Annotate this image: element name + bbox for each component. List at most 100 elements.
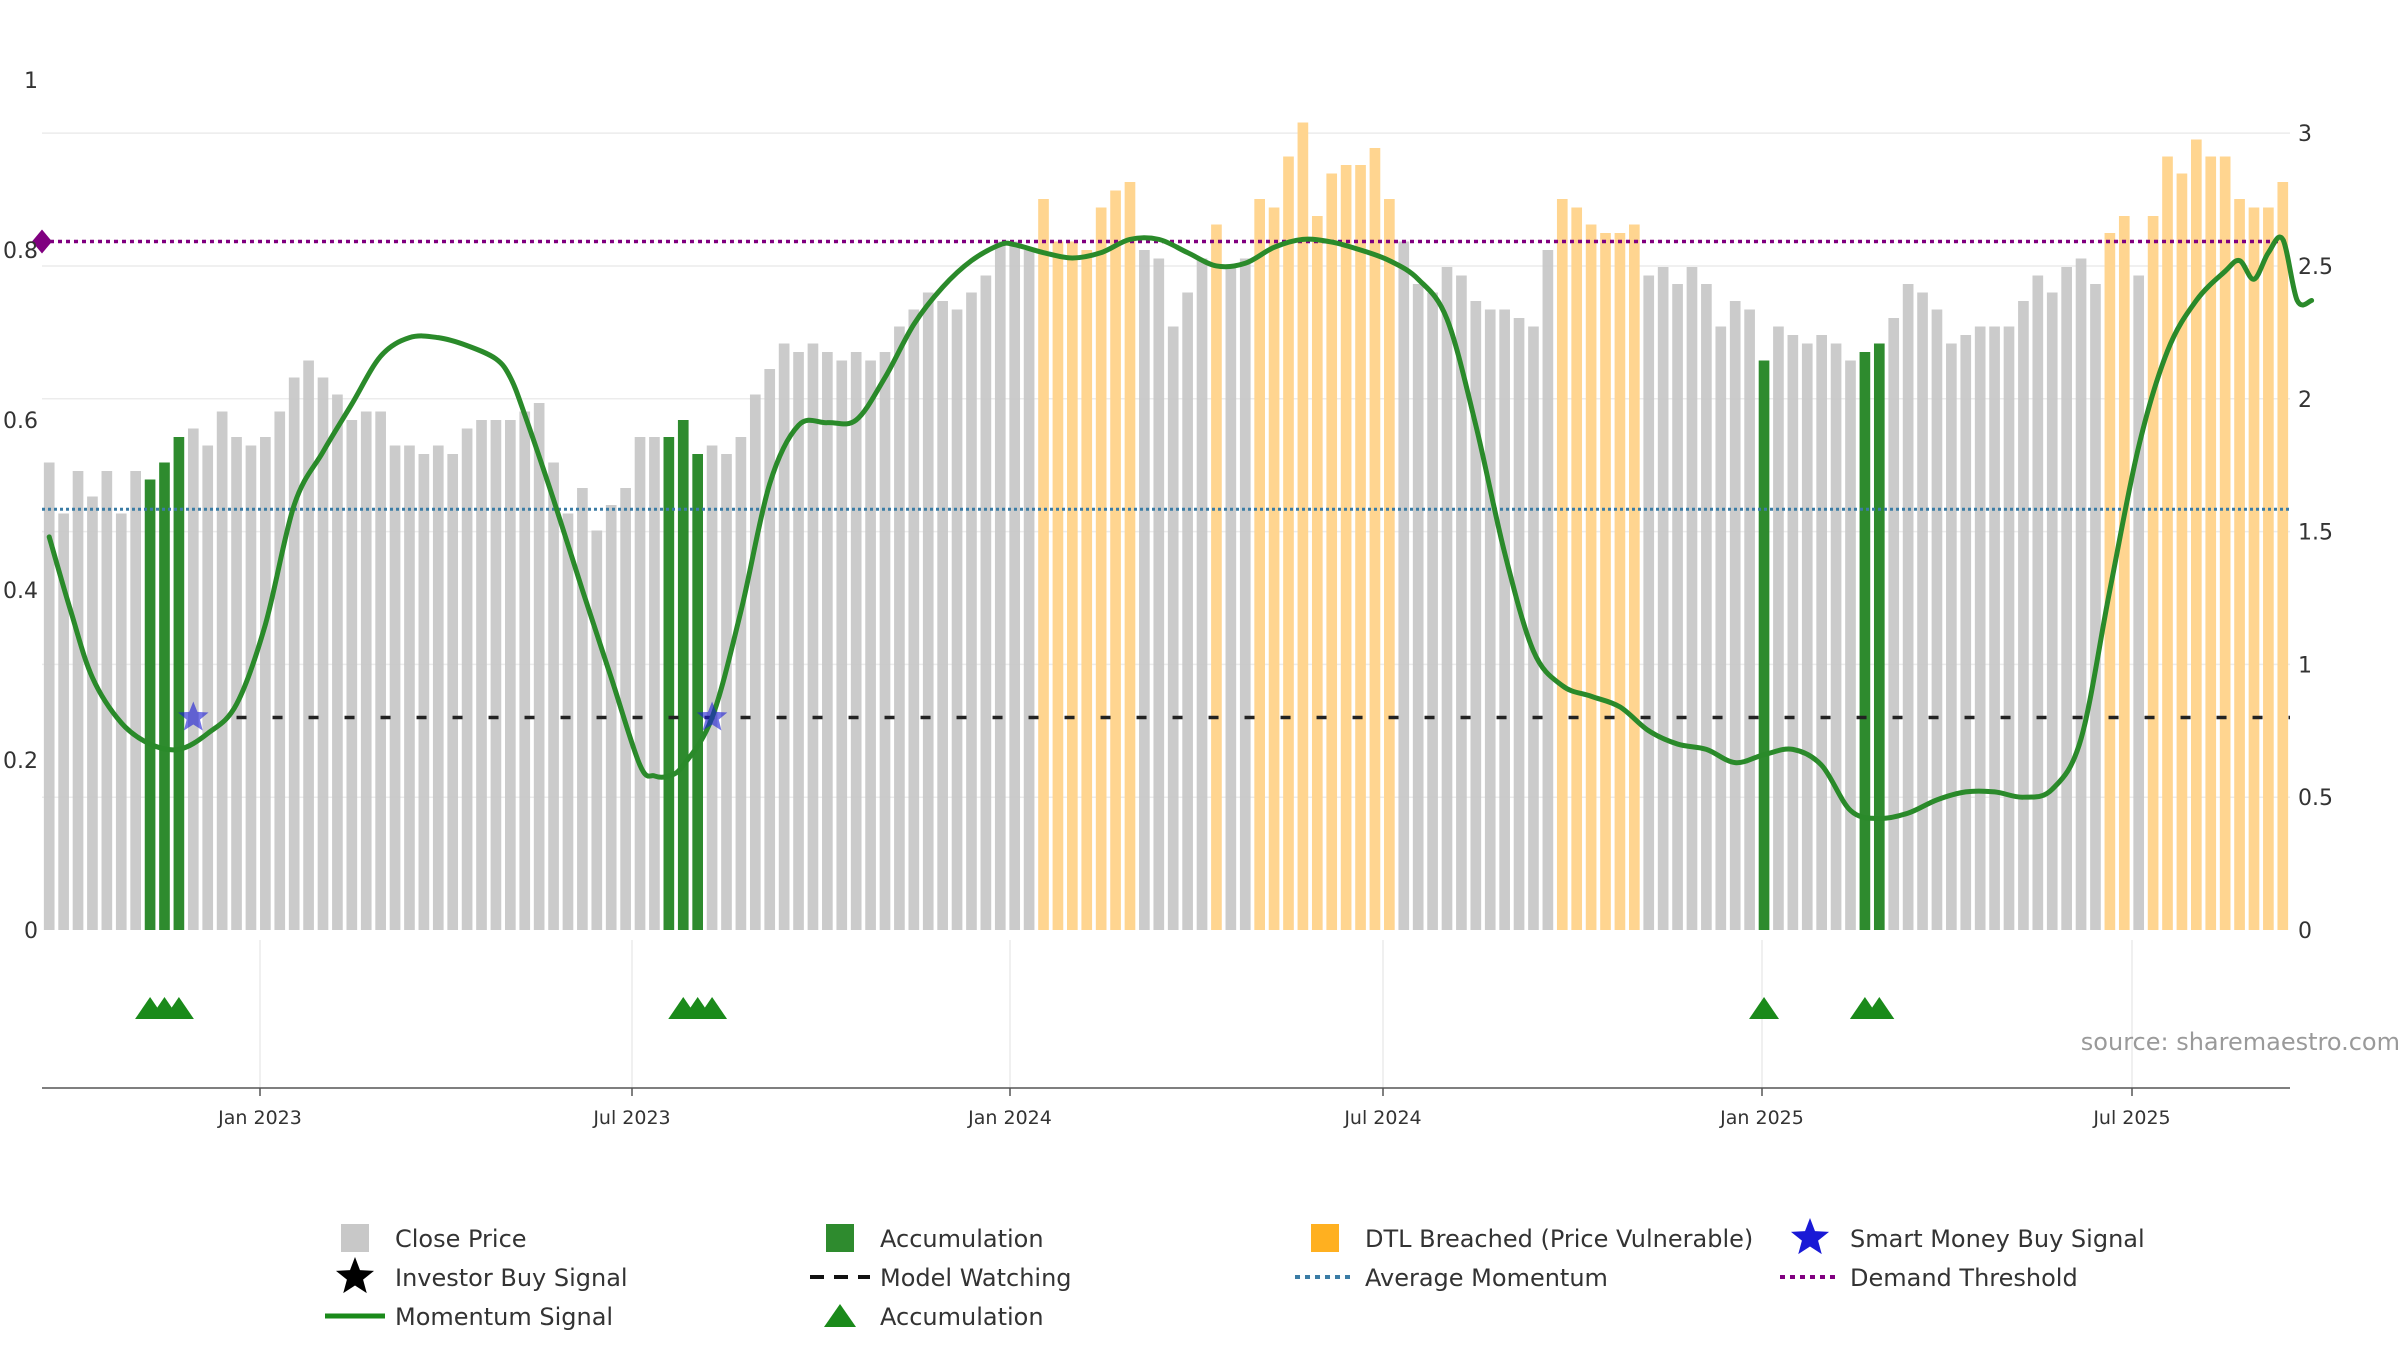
close-price-bar [1946,343,1957,930]
dtl-breached-bar [1081,250,1093,930]
right-axis-tick-label: 2.5 [2298,255,2333,280]
close-price-bar [58,513,69,930]
grid-lines [42,132,2290,1088]
dtl-breached-bar [2176,173,2188,930]
investor-buy-legend-icon [335,1257,375,1294]
close-price-bar [793,352,804,930]
close-price-bar [260,437,271,930]
close-price-bar [577,488,588,930]
close-price-bar [850,352,862,930]
close-price-bar [1931,309,1943,930]
legend-item: Average Momentum [1295,1264,1608,1292]
close-price-bar [922,292,934,930]
close-price-bar [1239,258,1251,930]
legend-label: Close Price [395,1225,527,1253]
accumulation-bar [144,479,156,930]
close-price-bar [1686,267,1698,930]
close-price-bar [1830,343,1842,930]
dtl-breached-bar [1629,224,1640,930]
legend: Close Price Accumulation DTL Breached (Pri… [325,1218,2145,1331]
dtl-breached-bar [2248,207,2260,930]
close-price-bar [778,343,790,930]
close-price-bar [87,496,98,930]
accumulation-triangle [697,997,728,1019]
legend-label: Investor Buy Signal [395,1264,628,1292]
x-tick-label: Jan 2025 [1719,1107,1804,1129]
close-price-bar [2061,267,2072,930]
close-price-bar [706,445,718,930]
close-price-bar [2018,301,2029,930]
right-axis-tick-label: 0.5 [2298,786,2333,811]
source-label: source: sharemaestro.com [2081,1028,2400,1056]
accumulation-bar [692,454,703,930]
right-axis-tick-label: 1.5 [2298,521,2333,546]
legend-label: Smart Money Buy Signal [1850,1225,2145,1253]
dtl-breached-bar [2118,216,2130,930]
legend-item: Smart Money Buy Signal [1790,1218,2145,1255]
dtl-breached-bar [2162,156,2173,930]
left-axis-tick-label: 0.2 [3,749,38,774]
dtl-breached-bar [1211,224,1222,930]
right-axis-tick-label: 0 [2298,919,2312,944]
close-price-bar [1398,241,1410,930]
dtl-breached-bar [1355,165,1366,930]
close-price-bar [721,454,732,930]
smart-money-star [696,701,728,731]
dtl-breached-bar [2147,216,2159,930]
legend-item: DTL Breached (Price Vulnerable) [1311,1224,1753,1253]
dtl-breached-bar [1283,156,1294,930]
dtl-breached-bar [1369,148,1381,930]
smart-money-star [178,701,209,731]
close-price-bar [274,411,286,930]
dtl-breached-bar [1124,182,1136,930]
close-price-bar [1845,360,1856,930]
close-price-bar [404,445,415,930]
smart-money-legend-icon [1790,1218,1830,1255]
close-price-bar [202,445,214,930]
close-price-bar [1167,326,1179,930]
dtl-breached-bar [1600,233,1611,930]
close-price-bar [1701,284,1712,930]
close-price-bar [605,505,617,930]
close-price-bar [836,360,848,930]
close-price-bar [346,420,358,930]
dtl-breached-bar [2219,156,2231,930]
dtl-breached-bar [2263,207,2274,930]
close-price-bar [476,420,487,930]
legend-item: Demand Threshold [1780,1264,2078,1292]
close-price-bar [807,343,819,930]
legend-item: Accumulation [826,1224,1044,1253]
dtl-breached-legend-icon [1311,1224,1339,1252]
close-price-bar [490,420,502,930]
close-price-bar [288,377,300,930]
close-price-bar [735,437,747,930]
close-price-bar [1888,318,1900,930]
legend-item: Momentum Signal [325,1303,613,1331]
close-price-bar [43,462,55,930]
close-price-bar [1470,301,1482,930]
close-price-bar [432,445,444,930]
left-axis-tick-label: 0 [24,919,38,944]
legend-item: Investor Buy Signal [335,1257,628,1294]
dtl-breached-bar [1095,207,1107,930]
close-price-bar [317,377,329,930]
close-price-bar [1499,309,1510,930]
close-price-bar [1427,292,1438,930]
accumulation-bar [663,437,675,930]
close-price-bar [231,437,242,930]
close-price-bar [187,428,199,930]
close-price-bar [1643,275,1655,930]
close-price-bar [1225,267,1237,930]
close-price-bar [980,275,992,930]
close-price-bar [389,445,401,930]
close-price-bar [634,437,646,930]
x-tick-label: Jan 2023 [217,1107,302,1129]
close-price-bar [749,394,761,930]
accumulation-triangle [163,997,194,1019]
close-price-bar [2046,292,2058,930]
close-price-bar [375,411,386,930]
x-tick-label: Jul 2025 [2092,1107,2170,1129]
close-price-bar [908,309,920,930]
accumulation-bar [1758,360,1770,930]
